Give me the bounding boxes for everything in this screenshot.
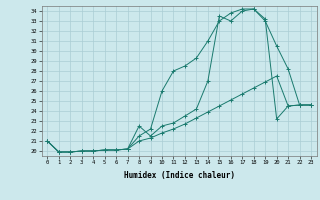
X-axis label: Humidex (Indice chaleur): Humidex (Indice chaleur) [124, 171, 235, 180]
